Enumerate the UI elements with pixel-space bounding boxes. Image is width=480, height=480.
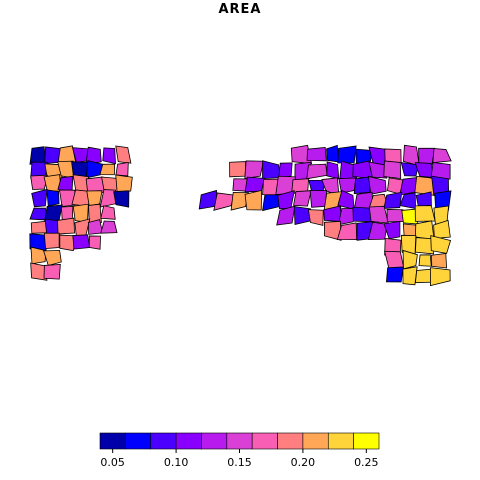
- west-county: [115, 145, 132, 164]
- east-county: [402, 249, 418, 270]
- west-county: [88, 203, 102, 223]
- east-county: [230, 191, 250, 211]
- east-county: [278, 162, 293, 180]
- east-county: [400, 161, 419, 177]
- east-county: [383, 221, 401, 240]
- east-county: [293, 190, 312, 207]
- east-county: [429, 267, 451, 287]
- legend-tick-label: 0.05: [100, 456, 125, 469]
- east-county: [415, 191, 432, 208]
- legend-swatch: [353, 432, 380, 450]
- legend-swatch: [99, 432, 126, 450]
- east-county: [337, 145, 357, 164]
- west-county: [88, 235, 101, 250]
- west-county: [43, 204, 63, 224]
- east-county: [262, 194, 281, 212]
- east-county: [290, 144, 313, 165]
- legend-swatch: [251, 432, 278, 450]
- east-county: [307, 209, 324, 226]
- east-county: [276, 205, 296, 226]
- east-county: [213, 192, 235, 211]
- legend-swatch: [302, 432, 329, 450]
- west-county: [115, 161, 129, 177]
- west-county: [99, 163, 116, 176]
- map-region-west: [29, 145, 133, 281]
- east-county: [326, 144, 339, 163]
- legend-swatch: [201, 432, 228, 450]
- legend-swatch: [226, 432, 253, 450]
- west-county: [43, 264, 61, 280]
- east-county: [402, 266, 418, 286]
- west-county: [115, 174, 133, 194]
- west-county: [85, 160, 104, 179]
- east-county: [430, 162, 451, 180]
- west-county: [72, 174, 89, 193]
- west-county: [30, 246, 47, 265]
- west-county: [57, 217, 76, 235]
- color-legend: 0.05 0.10 0.15 0.20 0.25: [99, 432, 380, 469]
- east-county: [386, 266, 404, 283]
- east-county: [309, 189, 328, 208]
- east-county: [384, 148, 402, 163]
- west-county: [72, 203, 89, 223]
- east-county: [229, 161, 247, 178]
- west-county: [30, 174, 48, 190]
- east-county: [326, 161, 340, 180]
- west-county: [29, 146, 47, 165]
- west-county: [113, 190, 130, 208]
- east-county: [418, 254, 432, 267]
- east-county: [337, 208, 358, 226]
- east-county: [383, 191, 403, 209]
- east-county: [414, 268, 433, 284]
- east-county: [399, 192, 417, 210]
- legend-tick-label: 0.25: [354, 456, 379, 469]
- west-county: [43, 250, 62, 266]
- west-county: [46, 189, 60, 207]
- map-title: AREA: [218, 2, 262, 17]
- east-county: [367, 175, 387, 195]
- legend-tick-label: 0.15: [227, 456, 252, 469]
- east-county: [418, 147, 436, 166]
- east-county: [323, 220, 342, 241]
- west-county: [102, 147, 116, 165]
- legend-swatch: [327, 432, 354, 450]
- east-county: [383, 160, 402, 179]
- map-region-east: [198, 144, 452, 287]
- east-county: [367, 221, 388, 241]
- west-county: [30, 262, 48, 281]
- west-county: [100, 205, 116, 220]
- west-county: [85, 146, 102, 166]
- east-county: [306, 146, 327, 162]
- west-county: [87, 219, 104, 235]
- legend-swatch: [125, 432, 152, 450]
- east-county: [414, 205, 436, 222]
- legend-swatch: [277, 432, 304, 450]
- east-county: [433, 219, 451, 239]
- legend-swatch: [150, 432, 177, 450]
- west-county: [43, 232, 60, 250]
- east-county: [244, 176, 265, 193]
- east-county: [431, 252, 448, 269]
- east-county: [198, 189, 217, 210]
- legend-tick-label: 0.10: [164, 456, 189, 469]
- west-county: [74, 218, 91, 238]
- east-county: [244, 189, 263, 211]
- east-county: [414, 237, 435, 255]
- west-county: [72, 234, 91, 250]
- legend-tick-label: 0.20: [291, 456, 316, 469]
- west-county: [100, 220, 118, 234]
- west-county: [86, 190, 103, 207]
- east-county: [244, 160, 265, 179]
- east-county: [306, 163, 328, 180]
- east-county: [432, 148, 452, 164]
- east-county: [262, 160, 281, 180]
- west-county: [31, 188, 48, 208]
- east-county: [338, 177, 357, 194]
- west-county: [59, 234, 77, 252]
- legend-swatch: [175, 432, 202, 450]
- east-county: [368, 205, 389, 224]
- east-county: [368, 161, 388, 179]
- east-county: [430, 235, 452, 254]
